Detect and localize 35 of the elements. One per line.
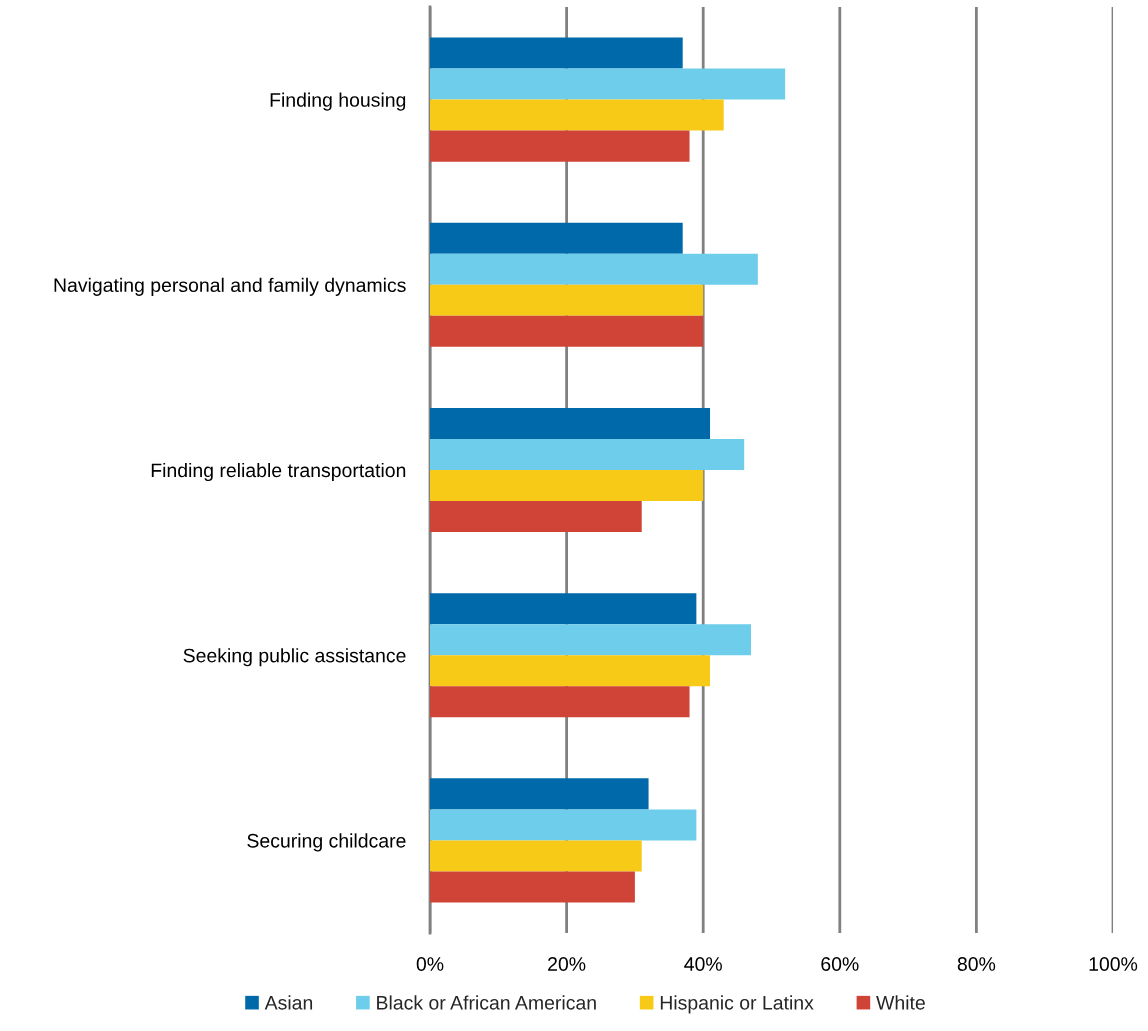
bar [430, 501, 642, 533]
x-tick-label: 20% [548, 957, 586, 971]
bar [430, 624, 752, 656]
x-tick-label: 40% [684, 957, 722, 971]
bar [430, 130, 690, 162]
x-tick-label: 100% [1089, 957, 1138, 971]
legend-label: Hispanic or Latinx [660, 995, 814, 1014]
bar [430, 315, 704, 347]
bar [430, 284, 704, 316]
bar [430, 68, 786, 100]
bar [430, 840, 642, 872]
legend-label: White [876, 995, 925, 1010]
x-tick-label: 0% [416, 957, 444, 971]
y-tick-label: Securing childcare [247, 833, 406, 852]
legend-label: Asian [264, 995, 313, 1010]
y-tick-label: Navigating personal and family dynamics [54, 277, 406, 296]
y-tick-label: Finding reliable transportation [151, 462, 406, 482]
bar [430, 99, 724, 131]
bar [430, 37, 683, 69]
bar [430, 686, 690, 718]
bar [430, 438, 745, 470]
bar [430, 253, 758, 285]
bar [430, 655, 711, 687]
bar [430, 407, 711, 439]
x-tick-label: 80% [957, 957, 996, 971]
bar [430, 809, 697, 841]
bar [430, 222, 683, 254]
y-tick-label: Finding housing [270, 92, 406, 111]
bar [430, 871, 635, 903]
bar [430, 470, 704, 502]
legend-label: Black or African American [377, 995, 596, 1010]
x-tick-label: 60% [821, 957, 859, 971]
y-tick-label: Seeking public assistance [183, 648, 406, 667]
bar [430, 778, 649, 810]
bar [430, 593, 697, 625]
